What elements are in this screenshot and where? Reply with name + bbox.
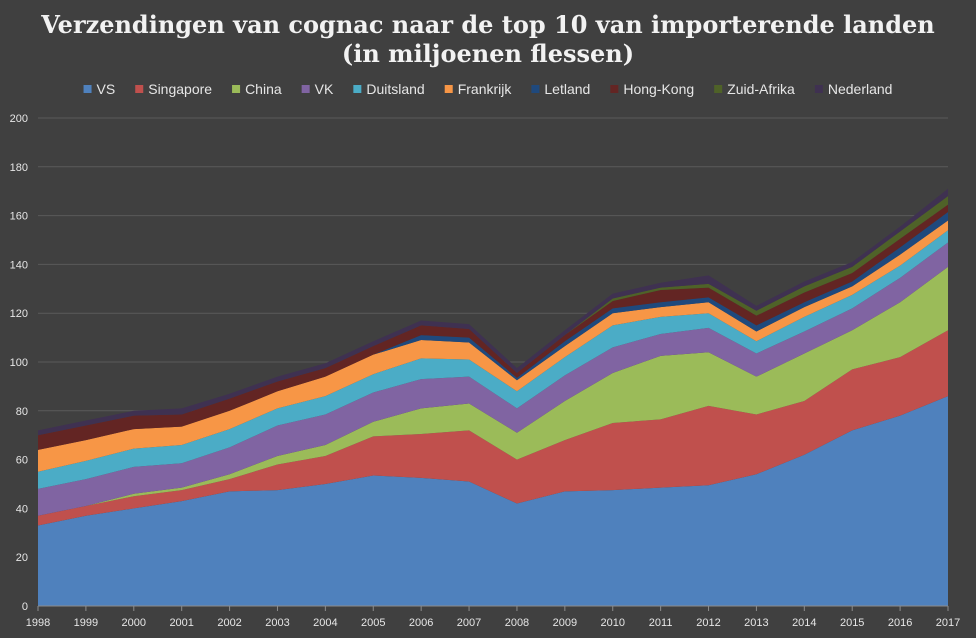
area-series-vs bbox=[38, 396, 948, 606]
legend-label-zuid-afrika: Zuid-Afrika bbox=[727, 81, 795, 97]
x-tick-label: 2017 bbox=[936, 617, 960, 629]
y-tick-label: 20 bbox=[16, 552, 28, 564]
x-tick-label: 1998 bbox=[26, 617, 50, 629]
y-tick-label: 140 bbox=[10, 259, 28, 271]
legend-swatch-hong-kong bbox=[610, 85, 619, 93]
x-tick-label: 2011 bbox=[649, 617, 673, 629]
legend-swatch-frankrijk bbox=[444, 85, 453, 93]
legend-swatch-china bbox=[232, 85, 241, 93]
legend-label-hong-kong: Hong-Kong bbox=[623, 81, 694, 97]
x-tick-label: 2015 bbox=[840, 617, 864, 629]
area-series-singapore bbox=[38, 330, 948, 526]
area-series-duitsland bbox=[38, 230, 948, 489]
y-tick-label: 120 bbox=[10, 308, 28, 320]
x-tick-label: 2007 bbox=[457, 617, 481, 629]
x-tick-label: 2001 bbox=[169, 617, 193, 629]
y-tick-label: 100 bbox=[10, 357, 28, 369]
legend-label-china: China bbox=[245, 81, 282, 97]
stacked-areas bbox=[38, 188, 948, 606]
y-tick-label: 60 bbox=[16, 455, 28, 467]
chart-title-line-1: Verzendingen van cognac naar de top 10 v… bbox=[40, 10, 934, 39]
y-tick-label: 80 bbox=[16, 406, 28, 418]
x-tick-label: 2008 bbox=[505, 617, 529, 629]
area-series-frankrijk bbox=[38, 220, 948, 472]
area-series-vk bbox=[38, 242, 948, 516]
area-series-china bbox=[38, 266, 948, 516]
y-tick-label: 180 bbox=[10, 162, 28, 174]
y-tick-label: 0 bbox=[22, 601, 28, 613]
legend-label-singapore: Singapore bbox=[148, 81, 212, 97]
legend-swatch-singapore bbox=[135, 85, 144, 93]
legend: VS Singapore China VK Duitsland Frankrijk Letl… bbox=[83, 81, 893, 97]
legend-label-frankrijk: Frankrijk bbox=[458, 81, 513, 97]
chart-title-line-2: (in miljoenen flessen) bbox=[342, 39, 634, 68]
y-tick-label: 200 bbox=[10, 113, 28, 125]
legend-swatch-duitsland bbox=[353, 85, 362, 93]
legend-label-letland: Letland bbox=[544, 81, 590, 97]
x-tick-label: 2010 bbox=[600, 617, 624, 629]
x-axis-ticks: 1998 1999 2000 2001 2002 2003 2004 2005 2006 2007… bbox=[26, 606, 960, 629]
x-tick-label: 2004 bbox=[313, 617, 337, 629]
legend-swatch-vk bbox=[301, 85, 310, 93]
y-tick-label: 160 bbox=[10, 211, 28, 223]
legend-swatch-nederland bbox=[814, 85, 823, 93]
x-tick-label: 2012 bbox=[696, 617, 720, 629]
legend-label-duitsland: Duitsland bbox=[366, 81, 424, 97]
x-tick-label: 2005 bbox=[361, 617, 385, 629]
legend-label-vk: VK bbox=[315, 81, 334, 97]
legend-label-vs: VS bbox=[97, 81, 116, 97]
legend-swatch-zuid-afrika bbox=[714, 85, 723, 93]
x-tick-label: 2003 bbox=[265, 617, 289, 629]
y-tick-label: 40 bbox=[16, 503, 28, 515]
x-tick-label: 2006 bbox=[409, 617, 433, 629]
area-series-hong-kong bbox=[38, 204, 948, 450]
y-axis-ticks: 0 20 40 60 80 100 120 140 160 180 200 bbox=[10, 113, 28, 613]
x-tick-label: 2013 bbox=[744, 617, 768, 629]
x-tick-label: 2009 bbox=[553, 617, 577, 629]
x-tick-label: 2016 bbox=[888, 617, 912, 629]
x-tick-label: 2000 bbox=[122, 617, 146, 629]
legend-label-nederland: Nederland bbox=[828, 81, 893, 97]
legend-swatch-letland bbox=[531, 85, 540, 93]
x-tick-label: 2002 bbox=[217, 617, 241, 629]
x-tick-label: 1999 bbox=[74, 617, 98, 629]
x-tick-label: 2014 bbox=[792, 617, 816, 629]
legend-swatch-vs bbox=[83, 85, 92, 93]
